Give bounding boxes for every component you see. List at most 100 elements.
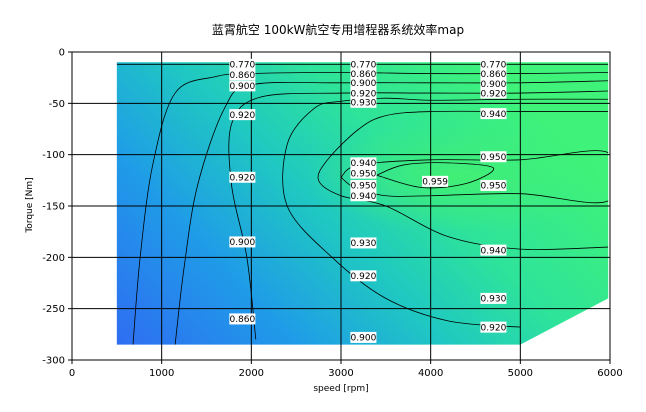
contour-label-box (229, 171, 256, 183)
contour-label-text: 0.770 (229, 61, 255, 71)
contour-label: 0.860 (229, 69, 256, 81)
contour-label-box (350, 87, 377, 99)
contour-label: 0.959 (422, 175, 449, 188)
contour-label: 0.920 (229, 109, 256, 121)
contour-label-text: 0.770 (351, 61, 377, 71)
contour-label: 0.930 (350, 96, 377, 109)
contour-label: 0.900 (229, 80, 256, 92)
contour-label-text: 0.860 (229, 71, 255, 81)
contour-label-box (480, 151, 507, 163)
contour-label: 0.950 (350, 167, 377, 179)
contour-label-text: 0.920 (481, 89, 507, 99)
contour-label-text: 0.940 (481, 110, 507, 120)
contour-label: 0.770 (350, 58, 377, 71)
contour-label-text: 0.920 (351, 272, 377, 282)
contour-label-box (480, 292, 507, 304)
contour-label: 0.900 (229, 236, 256, 248)
contour-label-text: 0.930 (351, 99, 377, 109)
contour-label: 0.940 (480, 244, 507, 256)
contour-label: 0.900 (350, 331, 377, 344)
contour-label-box (229, 313, 256, 325)
contour-label-box (480, 321, 507, 333)
contour-label-box (480, 58, 507, 70)
contour-label: 0.920 (229, 171, 256, 183)
contour-label-box (480, 87, 507, 99)
x-tick-label: 4000 (418, 368, 443, 379)
contour-label-box (480, 108, 507, 120)
contour-label: 0.920 (480, 87, 507, 99)
contour-label-box (350, 179, 377, 191)
contour-label-text: 0.959 (422, 178, 448, 188)
contour-label-text: 0.950 (481, 153, 507, 163)
contour-label-box (350, 270, 377, 282)
contour-label-text: 0.920 (229, 173, 255, 183)
y-tick-label: -300 (42, 356, 65, 367)
contour-label-text: 0.900 (229, 82, 255, 92)
x-tick-label: 0 (69, 368, 75, 379)
contour-label-box (422, 175, 449, 187)
contour-line-0.940 (317, 110, 609, 250)
contour-label: 0.860 (480, 68, 507, 80)
x-axis-label: speed [rpm] (313, 384, 368, 394)
x-tick-label: 5000 (508, 368, 533, 379)
contour-label-text: 0.770 (481, 61, 507, 71)
contour-label-text: 0.940 (351, 192, 377, 202)
y-tick-label: -100 (42, 150, 65, 161)
contour-label-text: 0.860 (481, 70, 507, 80)
contour-label-text: 0.950 (351, 169, 377, 179)
contour-label-text: 0.920 (351, 89, 377, 99)
contour-label-text: 0.900 (481, 80, 507, 90)
contour-label-box (480, 68, 507, 80)
contour-label-text: 0.950 (351, 182, 377, 192)
contour-label-box (350, 190, 377, 202)
contour-label-text: 0.940 (481, 246, 507, 256)
contour-label-text: 0.940 (351, 159, 377, 169)
y-tick-label: -200 (42, 253, 65, 264)
x-tick-label: 1000 (149, 368, 174, 379)
contour-label: 0.770 (229, 58, 256, 71)
contour-line-0.959 (376, 162, 495, 189)
contour-label-text: 0.860 (229, 315, 255, 325)
contour-label: 0.920 (350, 87, 377, 99)
y-tick-label: -250 (42, 304, 65, 315)
contour-line-0.950 (340, 150, 609, 204)
contour-label-text: 0.900 (229, 238, 255, 248)
contour-label: 0.900 (350, 77, 377, 89)
contour-label: 0.900 (480, 78, 507, 90)
contour-label-box (350, 157, 377, 169)
contour-label: 0.860 (229, 313, 256, 325)
contour-label-box (350, 77, 377, 89)
contour-label: 0.920 (480, 321, 507, 333)
y-axis-label: Torque [Nm] (25, 177, 35, 233)
contour-label: 0.950 (350, 179, 377, 192)
y-tick-label: -150 (42, 202, 65, 213)
contour-label-box (229, 69, 256, 81)
contour-label-text: 0.900 (351, 334, 377, 344)
contour-label-text: 0.950 (481, 182, 507, 192)
axes: 0 1000 2000 3000 4000 5000 6000 0 -50 -100 -150 -20… (42, 48, 622, 380)
contour-label-box (350, 96, 377, 108)
contour-label-box (229, 80, 256, 92)
contour-label: 0.770 (480, 58, 507, 71)
contour-label: 0.920 (350, 270, 377, 282)
contour-label-box (350, 68, 377, 80)
grid (72, 52, 610, 360)
x-tick-label: 2000 (239, 368, 264, 379)
contour-label: 0.860 (350, 68, 377, 80)
y-tick-label: 0 (59, 48, 65, 59)
contour-label-box (229, 58, 256, 70)
contour-line-0.930 (282, 97, 609, 328)
contour-label: 0.950 (480, 179, 507, 192)
contour-label-box (480, 78, 507, 90)
contour-label-box (350, 237, 377, 249)
contour-label: 0.940 (350, 157, 377, 169)
x-tick-label: 6000 (597, 368, 622, 379)
x-tick-label: 3000 (328, 368, 353, 379)
contour-label-text: 0.930 (351, 239, 377, 249)
contour-label-box (229, 109, 256, 121)
contour-label-box (350, 331, 377, 343)
contour-label: 0.940 (480, 108, 507, 120)
chart-title: 蓝霄航空 100kW航空专用增程器系统效率map (212, 22, 464, 37)
